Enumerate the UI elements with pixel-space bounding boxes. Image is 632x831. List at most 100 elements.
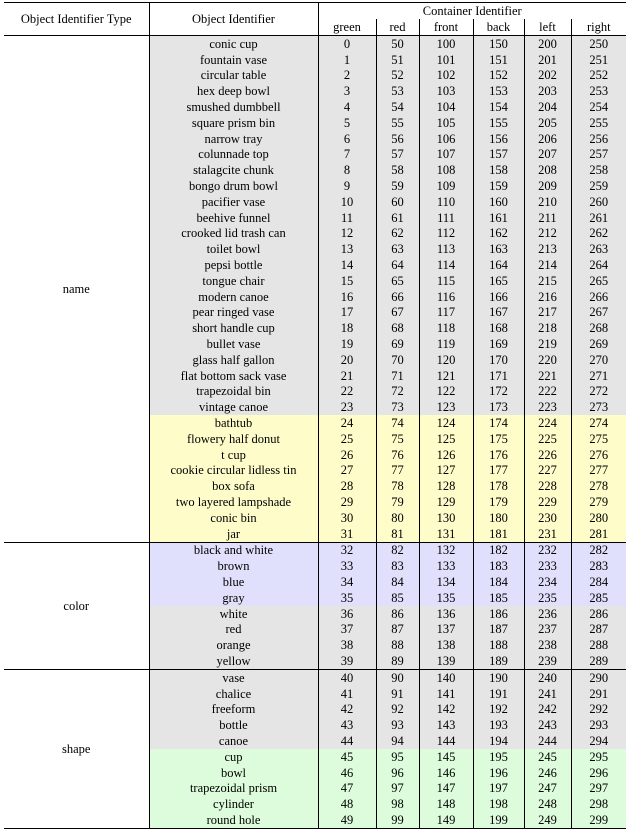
value-cell-right: 259: [571, 178, 626, 194]
value-cell-green: 21: [318, 367, 377, 384]
value-cell-right: 261: [571, 209, 626, 226]
value-cell-right: 296: [571, 764, 626, 781]
object-cell: circular table: [149, 67, 319, 84]
value-cell-front: 126: [419, 446, 474, 463]
col-header-front: front: [419, 18, 474, 36]
value-cell-left: 220: [524, 351, 572, 368]
value-cell-right: 284: [571, 574, 626, 590]
col-header-back: back: [473, 18, 525, 36]
value-cell-right: 266: [571, 288, 626, 305]
object-cell: conic bin: [149, 509, 319, 526]
value-cell-right: 298: [571, 796, 626, 813]
value-cell-green: 7: [318, 146, 377, 163]
value-cell-left: 201: [524, 51, 572, 68]
table-row: round hole 49 99 149 199 249 299: [4, 812, 626, 829]
value-cell-right: 275: [571, 430, 626, 447]
value-cell-front: 112: [419, 225, 474, 242]
value-cell-front: 110: [419, 193, 474, 210]
value-cell-left: 244: [524, 733, 572, 749]
object-cell: freeform: [149, 701, 319, 718]
value-cell-green: 37: [318, 621, 377, 638]
value-cell-front: 142: [419, 701, 474, 718]
value-cell-green: 32: [318, 541, 377, 559]
value-cell-front: 120: [419, 351, 474, 368]
value-cell-back: 172: [473, 383, 525, 400]
value-cell-red: 85: [376, 589, 420, 606]
object-cell: chalice: [149, 685, 319, 702]
value-cell-right: 255: [571, 114, 626, 131]
value-cell-front: 118: [419, 320, 474, 337]
object-cell: vintage canoe: [149, 399, 319, 416]
value-cell-green: 43: [318, 717, 377, 734]
value-cell-front: 127: [419, 462, 474, 479]
value-cell-back: 170: [473, 351, 525, 368]
value-cell-back: 169: [473, 336, 525, 352]
value-cell-right: 277: [571, 462, 626, 479]
value-cell-red: 79: [376, 494, 420, 510]
value-cell-back: 164: [473, 257, 525, 273]
value-cell-right: 292: [571, 701, 626, 718]
type-header: Object Identifier Type: [4, 2, 150, 36]
object-cell: two layered lampshade: [149, 494, 319, 510]
value-cell-back: 187: [473, 621, 525, 638]
value-cell-back: 194: [473, 733, 525, 749]
object-cell: toilet bowl: [149, 241, 319, 258]
value-cell-green: 49: [318, 812, 377, 829]
table-row: freeform 42 92 142 192 242 292: [4, 701, 626, 718]
value-cell-right: 280: [571, 509, 626, 526]
value-cell-right: 257: [571, 146, 626, 163]
value-cell-back: 153: [473, 83, 525, 100]
table-row: color black and white 32 82 132 182 232 282: [4, 541, 626, 670]
value-cell-left: 240: [524, 668, 572, 686]
value-cell-back: 157: [473, 146, 525, 163]
value-cell-green: 8: [318, 162, 377, 179]
value-cell-left: 232: [524, 541, 572, 559]
value-cell-front: 141: [419, 685, 474, 702]
value-cell-front: 147: [419, 780, 474, 797]
value-cell-front: 119: [419, 336, 474, 352]
value-cell-red: 69: [376, 336, 420, 352]
value-cell-back: 154: [473, 99, 525, 115]
value-cell-left: 233: [524, 558, 572, 575]
value-cell-right: 270: [571, 351, 626, 368]
table-row: bowl 46 96 146 196 246 296: [4, 764, 626, 781]
table-row: trapezoidal prism 47 97 147 197 247 297: [4, 780, 626, 797]
value-cell-green: 4: [318, 99, 377, 115]
object-cell: modern canoe: [149, 288, 319, 305]
object-cell: square prism bin: [149, 114, 319, 131]
value-cell-left: 248: [524, 796, 572, 813]
table-row: modern canoe 16 66 116 166 216 266: [4, 288, 626, 305]
value-cell-left: 212: [524, 225, 572, 242]
value-cell-left: 208: [524, 162, 572, 179]
object-header: Object Identifier: [149, 2, 319, 36]
value-cell-back: 184: [473, 574, 525, 590]
value-cell-green: 15: [318, 272, 377, 289]
value-cell-left: 249: [524, 812, 572, 829]
table-row: cup 45 95 145 195 245 295: [4, 748, 626, 765]
value-cell-front: 122: [419, 383, 474, 400]
value-cell-red: 61: [376, 209, 420, 226]
object-cell: bowl: [149, 764, 319, 781]
value-cell-back: 163: [473, 241, 525, 258]
table-row: name conic cup 0 50 100 150 200 250: [4, 35, 626, 542]
value-cell-right: 294: [571, 733, 626, 749]
value-cell-back: 158: [473, 162, 525, 179]
value-cell-green: 47: [318, 780, 377, 797]
value-cell-back: 150: [473, 35, 525, 52]
value-cell-green: 48: [318, 796, 377, 813]
object-cell: round hole: [149, 812, 319, 829]
table-row: shape vase 40 90 140 190 240 290: [4, 668, 626, 829]
value-cell-green: 11: [318, 209, 377, 226]
value-cell-left: 206: [524, 130, 572, 147]
value-cell-front: 146: [419, 764, 474, 781]
value-cell-right: 269: [571, 336, 626, 352]
table-row: trapezoidal bin 22 72 122 172 222 272: [4, 383, 626, 400]
value-cell-left: 234: [524, 574, 572, 590]
value-cell-green: 35: [318, 589, 377, 606]
value-cell-left: 230: [524, 509, 572, 526]
value-cell-right: 260: [571, 193, 626, 210]
value-cell-right: 283: [571, 558, 626, 575]
value-cell-back: 171: [473, 367, 525, 384]
value-cell-front: 129: [419, 494, 474, 510]
value-cell-right: 276: [571, 446, 626, 463]
